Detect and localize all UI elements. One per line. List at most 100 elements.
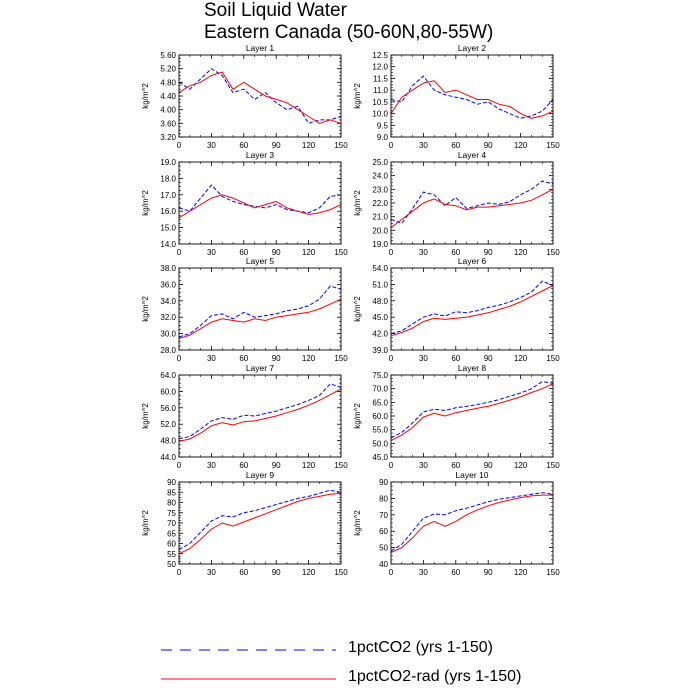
plot-frame: [390, 267, 554, 351]
y-axis-label: kg/m^2: [141, 403, 150, 429]
x-tick-label: 120: [514, 568, 528, 577]
x-tick-label: 150: [334, 354, 348, 363]
x-tick-label: 120: [302, 568, 316, 577]
y-axis-label: kg/m^2: [353, 403, 362, 429]
plot-frame: [390, 374, 554, 458]
y-tick-label: 20.0: [372, 226, 388, 235]
y-tick-label: 23.0: [372, 185, 388, 194]
x-tick-label: 0: [389, 141, 394, 150]
x-tick-label: 30: [419, 461, 428, 470]
y-tick-label: 9.0: [377, 133, 389, 142]
series-line-1pctco2-yrs-1-150: [178, 285, 342, 338]
y-tick-label: 19.0: [372, 240, 388, 249]
x-tick-label: 60: [451, 248, 460, 257]
y-tick-label: 42.0: [372, 330, 388, 339]
y-tick-label: 3.60: [160, 119, 176, 128]
y-tick-label: 28.0: [160, 346, 176, 355]
y-tick-label: 51.0: [372, 280, 388, 289]
y-tick-label: 50.0: [372, 439, 388, 448]
x-tick-label: 90: [484, 248, 493, 257]
plot-frame: [390, 161, 554, 245]
panel-title: Layer 5: [246, 256, 275, 266]
y-tick-label: 4.80: [160, 78, 176, 87]
legend-label-1pctco2: 1pctCO2 (yrs 1-150): [348, 639, 493, 656]
series-line-1pctco2-rad-yrs-1-150: [390, 383, 554, 442]
panel-title: Layer 6: [458, 256, 487, 266]
x-tick-label: 60: [239, 568, 248, 577]
x-tick-label: 120: [302, 354, 316, 363]
series-line-1pctco2-rad-yrs-1-150: [178, 492, 342, 555]
y-tick-label: 60: [379, 527, 388, 536]
y-tick-label: 56.0: [160, 404, 176, 413]
y-tick-label: 65.0: [372, 398, 388, 407]
y-tick-label: 30.0: [160, 330, 176, 339]
x-tick-label: 90: [484, 354, 493, 363]
y-axis-label: kg/m^2: [141, 83, 150, 109]
x-tick-label: 30: [207, 461, 216, 470]
x-tick-label: 30: [419, 141, 428, 150]
panel-layer-8: Layer 8 kg/m^2 0 30 60 90 120 150 45.0 50.0 55.0 60…: [353, 363, 560, 470]
panel-title: Layer 3: [246, 150, 275, 160]
y-tick-label: 38.0: [160, 264, 176, 273]
series-line-1pctco2-yrs-1-150: [390, 180, 554, 225]
axis-ticks: 0 30 60 90 120 150 45.0 50.0 55.0 60.0 65.0 70.0 75.…: [372, 371, 560, 470]
y-tick-label: 21.0: [372, 213, 388, 222]
series-line-1pctco2-yrs-1-150: [390, 381, 554, 439]
plot-frame: [390, 54, 554, 138]
panel-layer-9: Layer 9kg/m^20 30 60 90 120 15050556065707580…: [141, 470, 348, 577]
y-tick-label: 55.0: [372, 426, 388, 435]
series-line-1pctco2-rad-yrs-1-150: [178, 388, 342, 442]
series-line-1pctco2-yrs-1-150: [390, 280, 554, 335]
panel-title: Layer 4: [458, 150, 487, 160]
x-tick-label: 90: [484, 568, 493, 577]
x-tick-label: 150: [546, 248, 560, 257]
axis-ticks: 0 30 60 90 120 150 3.20 3.60 4.00 4.40 4.80 5.20 5.6…: [160, 51, 348, 150]
y-tick-label: 60.0: [160, 387, 176, 396]
y-tick-label: 16.0: [160, 207, 176, 216]
x-tick-label: 0: [177, 248, 182, 257]
y-tick-label: 90: [167, 478, 176, 487]
y-tick-label: 50: [167, 560, 176, 569]
y-tick-label: 12.0: [372, 63, 388, 72]
y-tick-label: 65: [167, 529, 176, 538]
y-tick-label: 70: [167, 519, 176, 528]
panel-layer-3: Layer 3 kg/m^2 0 30 60 90 120 150 14.0 15.0 16.0 17…: [141, 150, 348, 257]
y-tick-label: 90: [379, 478, 388, 487]
y-tick-label: 45.0: [372, 453, 388, 462]
x-tick-label: 90: [484, 141, 493, 150]
axis-ticks: 0 30 60 90 120 150 39.0 42.0 45.0 48.0 51.0 54.0: [372, 264, 560, 363]
y-tick-label: 40: [379, 560, 388, 569]
panel-title: Layer 8: [458, 363, 487, 373]
plot-frame: [178, 481, 342, 565]
x-tick-label: 90: [272, 248, 281, 257]
x-tick-label: 0: [177, 141, 182, 150]
panel-layer-2: Layer 2 kg/m^2 0 30 60 90 120 150 9.0 9.5 10.0 10.5…: [353, 43, 560, 150]
panel-title: Layer 7: [246, 363, 275, 373]
x-tick-label: 60: [239, 248, 248, 257]
x-tick-label: 120: [514, 248, 528, 257]
x-tick-label: 30: [419, 248, 428, 257]
x-tick-label: 150: [334, 141, 348, 150]
x-tick-label: 120: [514, 141, 528, 150]
series-line-1pctco2-rad-yrs-1-150: [178, 71, 342, 124]
panel-layer-7: Layer 7 kg/m^2 0 30 60 90 120 150 44.0 48.0 52.0 56…: [141, 363, 348, 470]
y-tick-label: 14.0: [160, 240, 176, 249]
series-line-1pctco2-yrs-1-150: [178, 383, 342, 440]
y-tick-label: 5.60: [160, 51, 176, 60]
panel-layer-1: Layer 1 kg/m^2 0 30 60 90 120 150 3.20 3.60 4.00 4.…: [141, 43, 348, 150]
plot-frame: [178, 374, 342, 458]
y-axis-label: kg/m^2: [141, 510, 150, 536]
y-tick-label: 15.0: [160, 224, 176, 233]
plot-frame: [178, 267, 342, 351]
y-tick-label: 45.0: [372, 313, 388, 322]
x-tick-label: 30: [419, 354, 428, 363]
axis-ticks: 0 30 60 90 120 150 9.0 9.5 10.0 10.5 11.0 11.5 12.0 1…: [372, 51, 560, 150]
x-tick-label: 120: [302, 248, 316, 257]
plot-frame: [390, 481, 554, 565]
y-tick-label: 64.0: [160, 371, 176, 380]
x-tick-label: 30: [419, 568, 428, 577]
x-tick-label: 150: [546, 568, 560, 577]
axis-ticks: 0 30 60 90 120 150 28.0 30.0 32.0 34.0 36.0 38.0: [160, 264, 348, 363]
x-tick-label: 0: [389, 461, 394, 470]
